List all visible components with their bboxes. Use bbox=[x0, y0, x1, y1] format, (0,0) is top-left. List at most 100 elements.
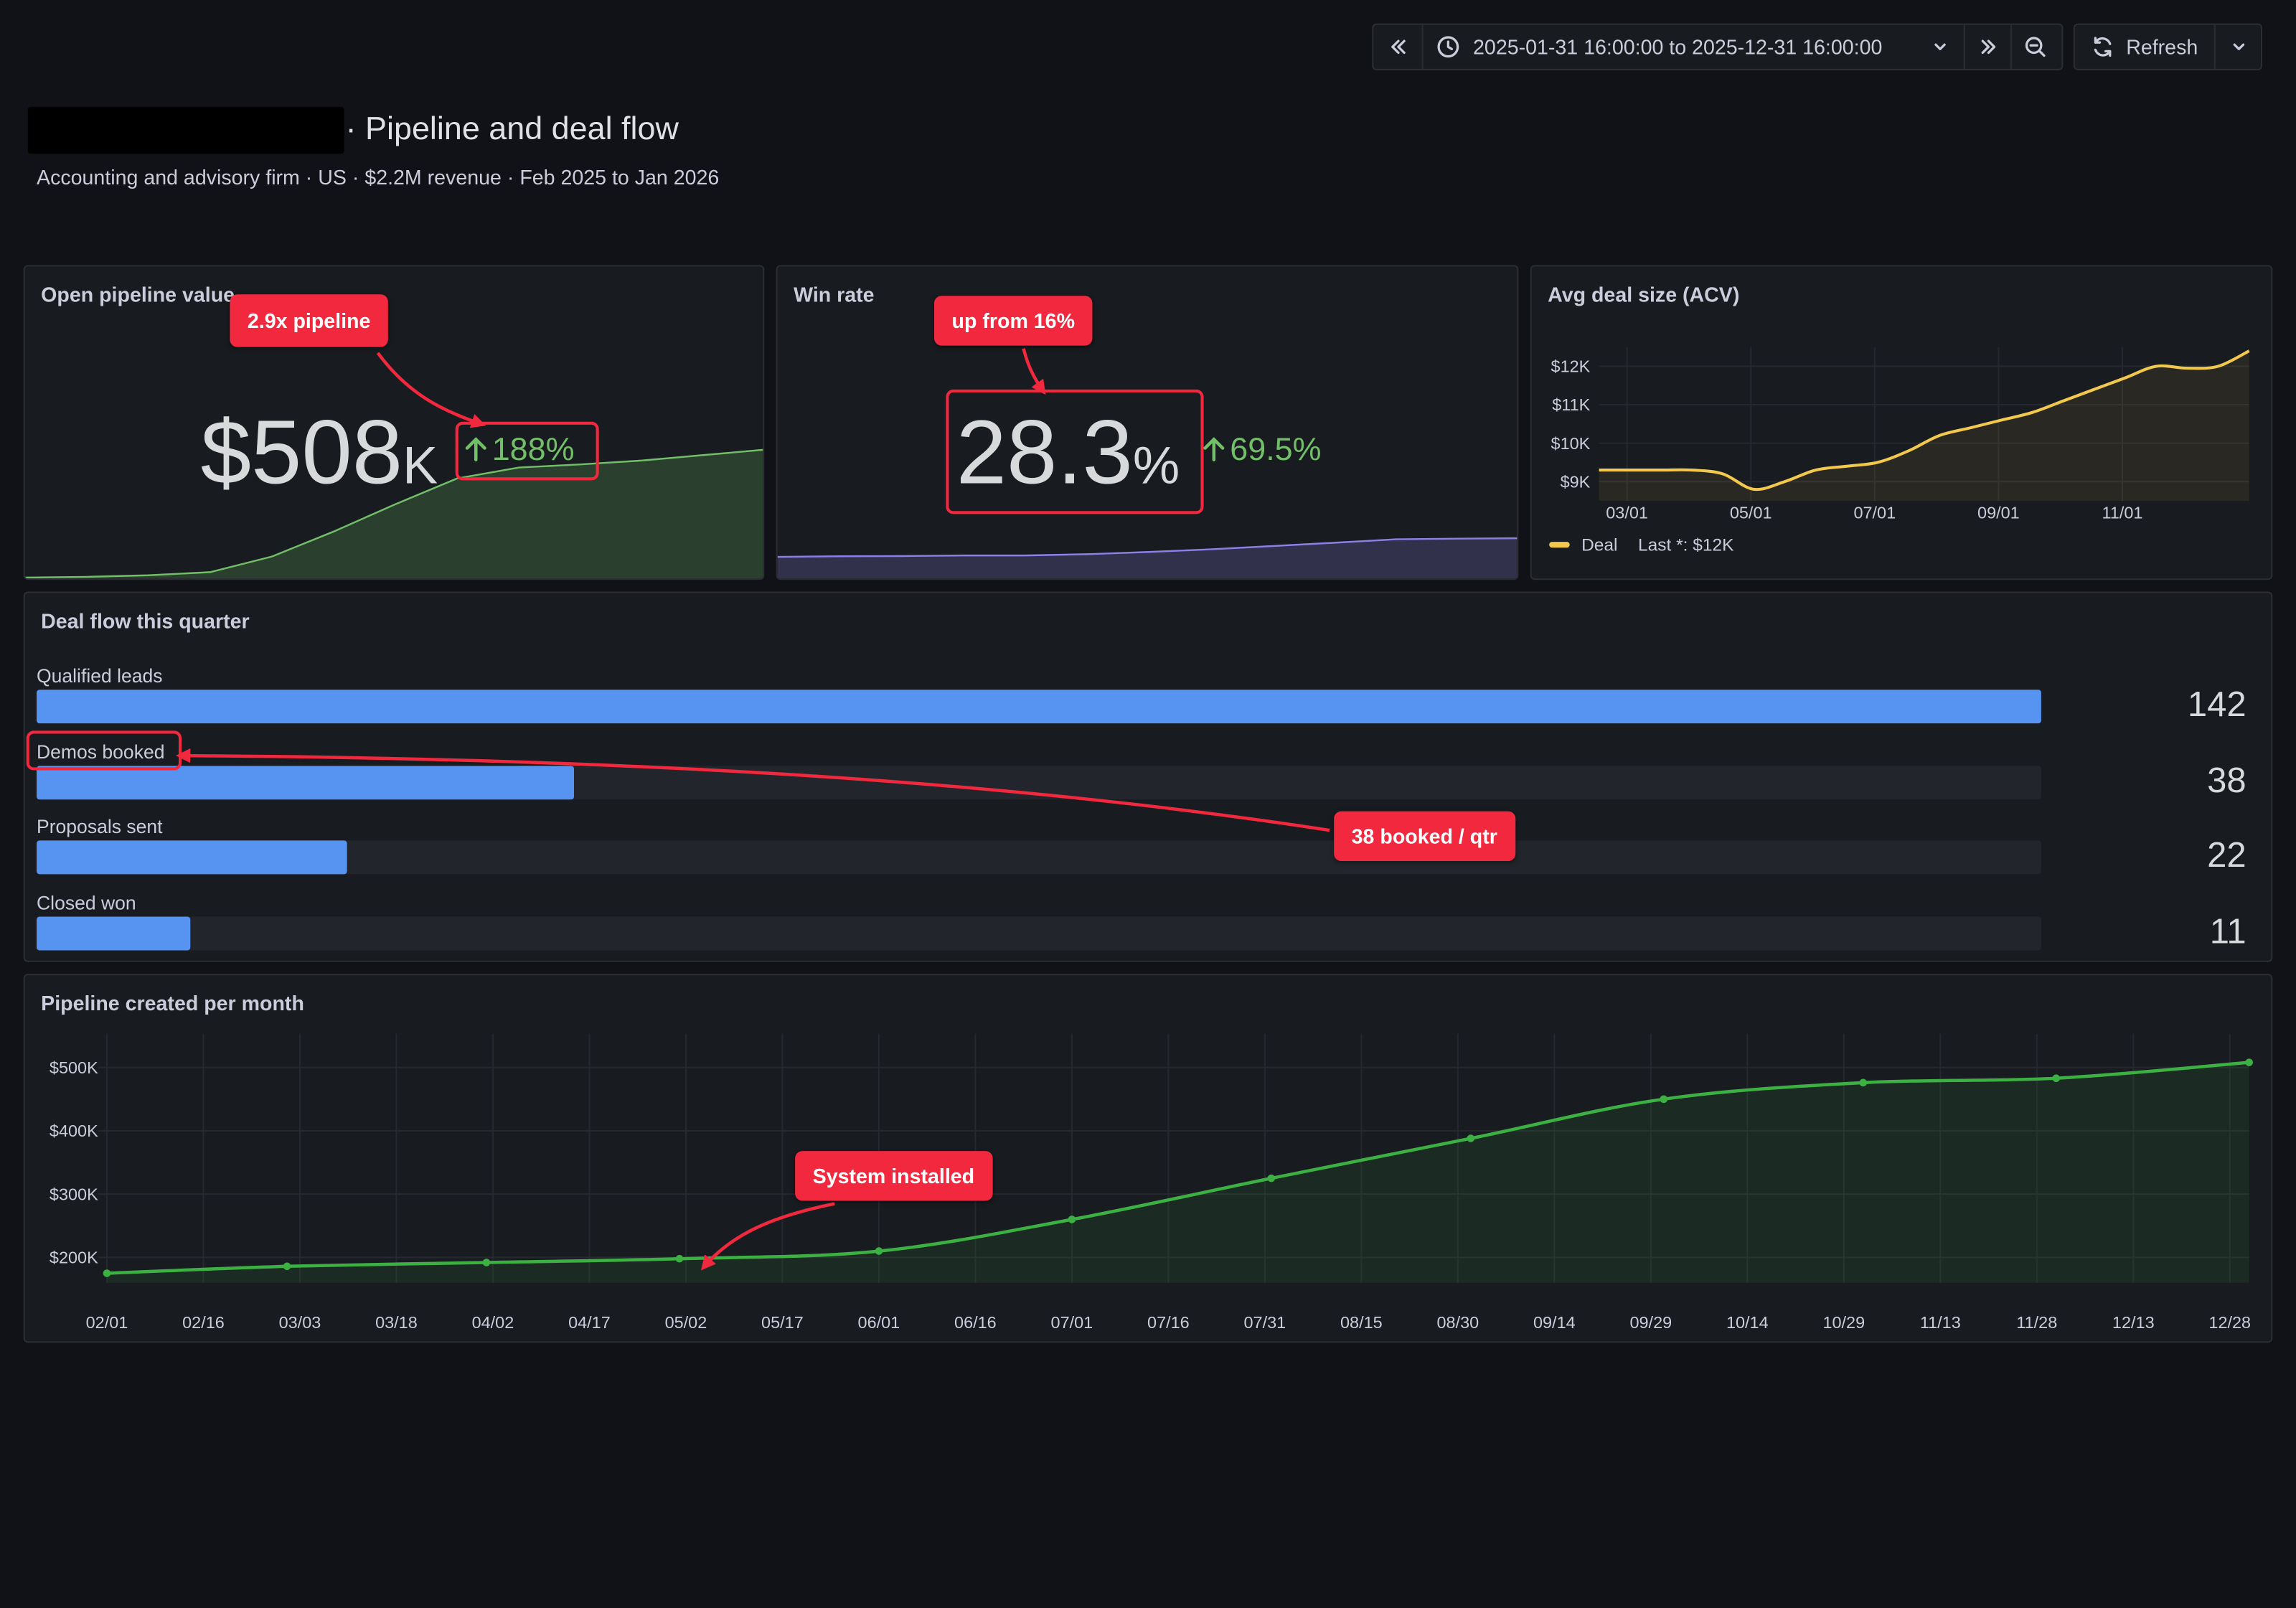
system-installed-callout: System installed bbox=[795, 1151, 992, 1201]
x-tick-label: 09/01 bbox=[1977, 503, 2020, 522]
panel-title: Pipeline created per month bbox=[41, 991, 304, 1015]
bar-track bbox=[37, 766, 2041, 800]
refresh-label: Refresh bbox=[2126, 34, 2198, 59]
x-tick-label: 08/30 bbox=[1436, 1313, 1479, 1332]
zoom-out-icon bbox=[2025, 37, 2046, 57]
win-rate-panel[interactable]: Win rate 28.3% 69.5% up from 16% bbox=[776, 265, 1519, 580]
bar-value-closed-won: 11 bbox=[2209, 912, 2246, 952]
winrate-callout: up from 16% bbox=[934, 296, 1093, 346]
x-tick-label: 05/02 bbox=[665, 1313, 707, 1332]
bar-label-proposals-sent: Proposals sent bbox=[37, 815, 163, 838]
x-tick-label: 05/01 bbox=[1730, 503, 1772, 522]
x-tick-label: 03/01 bbox=[1606, 503, 1648, 522]
bar-track bbox=[37, 840, 2041, 875]
bar-label-closed-won: Closed won bbox=[37, 891, 136, 914]
refresh-interval-dropdown[interactable] bbox=[2216, 25, 2261, 69]
y-tick-label: $9K bbox=[1561, 472, 1591, 491]
winrate-value-unit: % bbox=[1132, 435, 1180, 495]
data-point bbox=[1660, 1095, 1668, 1104]
acv-panel[interactable]: Avg deal size (ACV) $9K $10K $11K $12K 03/01… bbox=[1530, 265, 2273, 580]
x-tick-label: 05/17 bbox=[761, 1313, 804, 1332]
sparkline-line bbox=[24, 448, 763, 579]
x-tick-label: 10/29 bbox=[1822, 1313, 1865, 1332]
x-tick-label: 11/01 bbox=[2102, 503, 2143, 522]
page-title: · Pipeline and deal flow bbox=[345, 110, 679, 147]
panel-title: Deal flow this quarter bbox=[41, 608, 250, 633]
label-highlight-box bbox=[26, 730, 182, 771]
bar-label-qualified-leads: Qualified leads bbox=[37, 664, 163, 687]
sparkline-area bbox=[777, 538, 1518, 579]
x-tick-label: 07/31 bbox=[1244, 1313, 1286, 1332]
bar-label-demos-booked: Demos booked bbox=[37, 740, 165, 763]
y-tick-label: $200K bbox=[50, 1249, 98, 1267]
bar-track bbox=[37, 916, 2041, 951]
y-tick-label: $11K bbox=[1552, 395, 1590, 414]
data-point bbox=[482, 1259, 491, 1266]
pipeline-value-unit: K bbox=[403, 435, 438, 495]
data-point bbox=[103, 1269, 111, 1277]
acv-legend: Deal Last *: $12K bbox=[1549, 535, 1733, 555]
x-tick-label: 12/13 bbox=[2112, 1313, 2155, 1332]
shift-back-button[interactable] bbox=[1373, 24, 1424, 69]
value-highlight-box bbox=[946, 389, 1204, 514]
legend-series-name[interactable]: Deal bbox=[1581, 534, 1618, 555]
x-tick-label: 08/15 bbox=[1340, 1313, 1383, 1332]
acv-chart: $9K $10K $11K $12K 03/01 05/01 07/01 09/01 11/01 bbox=[1551, 347, 2250, 522]
y-tick-label: $400K bbox=[50, 1122, 98, 1140]
winrate-sparkline bbox=[777, 537, 1518, 579]
panel-title: Open pipeline value bbox=[41, 282, 235, 306]
x-tick-label: 09/14 bbox=[1533, 1313, 1576, 1332]
sparkline-line bbox=[777, 537, 1518, 558]
deal-flow-panel[interactable]: Deal flow this quarter Qualified leads 1… bbox=[23, 591, 2273, 962]
clock-icon bbox=[1437, 36, 1459, 58]
x-tick-label: 07/01 bbox=[1051, 1313, 1093, 1332]
refresh-button[interactable]: Refresh bbox=[2075, 24, 2216, 69]
arrow-up-icon bbox=[465, 437, 486, 462]
bar-fill-proposals-sent bbox=[37, 840, 348, 875]
x-tick-label: 12/28 bbox=[2208, 1313, 2251, 1332]
x-tick-label: 04/02 bbox=[472, 1313, 514, 1332]
data-point bbox=[1859, 1078, 1868, 1087]
bar-track bbox=[37, 690, 2041, 724]
data-point bbox=[1467, 1134, 1475, 1142]
time-range-label: 2025-01-31 16:00:00 to 2025-12-31 16:00:… bbox=[1473, 34, 1883, 59]
data-point bbox=[2245, 1058, 2253, 1066]
open-pipeline-panel[interactable]: Open pipeline value $508K 188% 2.9x pipe… bbox=[23, 265, 765, 580]
chevrons-right-icon bbox=[1980, 39, 1995, 55]
pm-area bbox=[106, 1062, 2249, 1283]
time-range-picker[interactable]: 2025-01-31 16:00:00 to 2025-12-31 16:00:… bbox=[1424, 24, 1965, 69]
pipeline-monthly-panel[interactable]: Pipeline created per month $200K $300K $40… bbox=[23, 974, 2273, 1343]
chevron-down-icon bbox=[1934, 43, 1946, 50]
data-point bbox=[1267, 1174, 1276, 1183]
bar-value-demos-booked: 38 bbox=[2207, 761, 2246, 801]
redacted-company-name bbox=[27, 106, 344, 154]
chevron-down-icon bbox=[2232, 43, 2244, 50]
acv-area bbox=[1599, 351, 2249, 501]
x-tick-label: 06/01 bbox=[858, 1313, 900, 1332]
zoom-out-button[interactable] bbox=[2012, 25, 2059, 69]
x-tick-label: 02/16 bbox=[182, 1313, 225, 1332]
refresh-icon bbox=[2094, 37, 2112, 57]
legend-swatch bbox=[1549, 542, 1570, 548]
x-tick-label: 03/03 bbox=[279, 1313, 321, 1332]
pipeline-sparkline bbox=[24, 448, 763, 579]
deal-flow-callout: 38 booked / qtr bbox=[1334, 811, 1515, 861]
bar-value-proposals-sent: 22 bbox=[2207, 836, 2246, 876]
acv-line bbox=[1599, 349, 2250, 492]
pipeline-callout: 2.9x pipeline bbox=[230, 294, 388, 347]
data-point bbox=[2052, 1074, 2060, 1082]
x-tick-label: 07/01 bbox=[1853, 503, 1896, 522]
shift-forward-button[interactable] bbox=[1965, 24, 2013, 69]
x-tick-label: 06/16 bbox=[954, 1313, 997, 1332]
acv-grid bbox=[1599, 347, 2249, 501]
arrow-up-icon bbox=[1203, 437, 1225, 462]
x-tick-label: 11/13 bbox=[1920, 1313, 1961, 1332]
winrate-value: 28.3% bbox=[956, 401, 1180, 505]
winrate-delta: 69.5% bbox=[1202, 431, 1322, 469]
y-tick-label: $12K bbox=[1551, 357, 1591, 376]
chevrons-left-icon bbox=[1391, 39, 1405, 55]
refresh-group: Refresh bbox=[2073, 23, 2263, 70]
bar-fill-demos-booked bbox=[37, 766, 574, 800]
x-tick-label: 09/29 bbox=[1629, 1313, 1672, 1332]
